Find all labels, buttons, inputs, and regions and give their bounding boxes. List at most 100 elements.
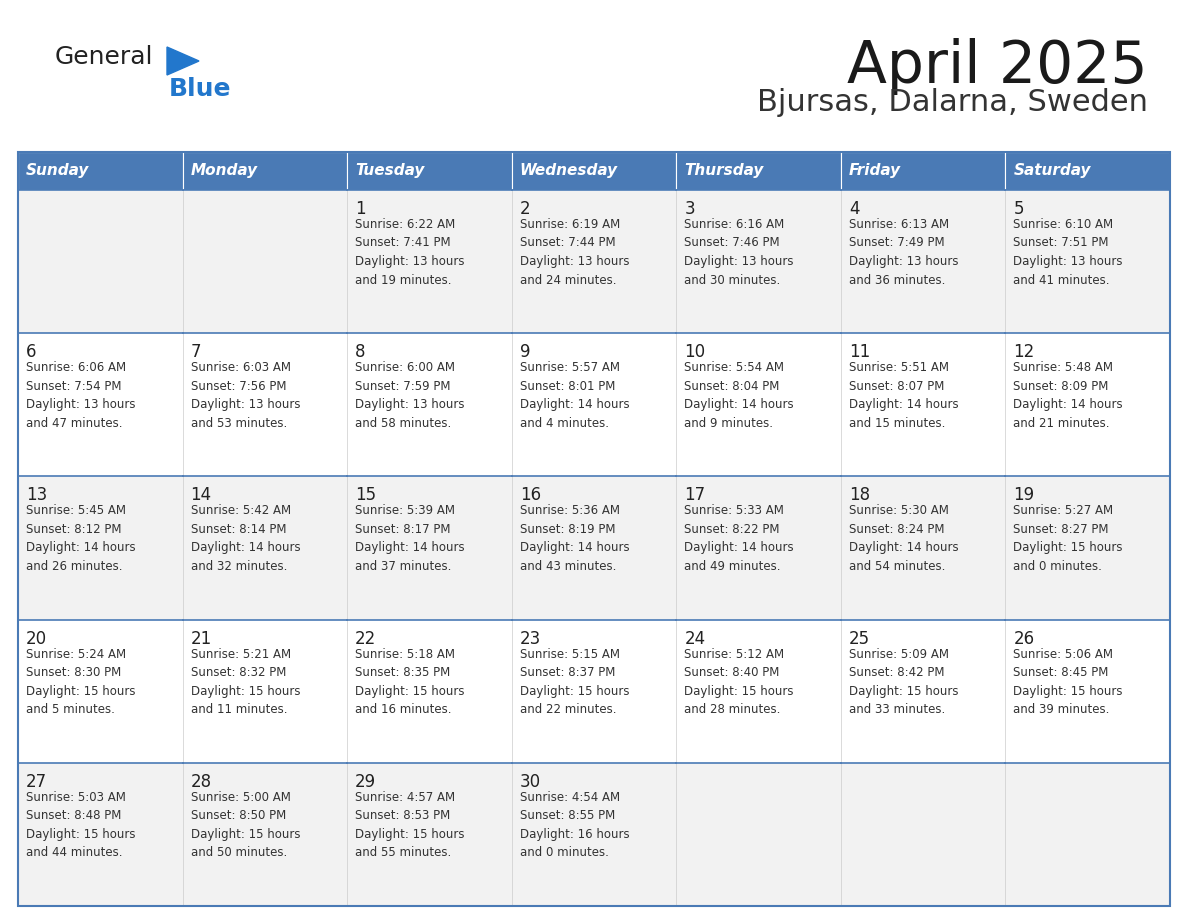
- Text: Sunrise: 6:22 AM
Sunset: 7:41 PM
Daylight: 13 hours
and 19 minutes.: Sunrise: 6:22 AM Sunset: 7:41 PM Dayligh…: [355, 218, 465, 286]
- Text: 29: 29: [355, 773, 377, 790]
- Text: 20: 20: [26, 630, 48, 647]
- Text: 2: 2: [519, 200, 530, 218]
- Bar: [676, 152, 841, 190]
- Text: Sunrise: 6:10 AM
Sunset: 7:51 PM
Daylight: 13 hours
and 41 minutes.: Sunrise: 6:10 AM Sunset: 7:51 PM Dayligh…: [1013, 218, 1123, 286]
- Text: Sunday: Sunday: [26, 163, 89, 178]
- Bar: [183, 763, 347, 906]
- Text: 23: 23: [519, 630, 541, 647]
- Text: Tuesday: Tuesday: [355, 163, 424, 178]
- Text: Sunrise: 6:13 AM
Sunset: 7:49 PM
Daylight: 13 hours
and 36 minutes.: Sunrise: 6:13 AM Sunset: 7:49 PM Dayligh…: [849, 218, 959, 286]
- Text: Sunrise: 5:21 AM
Sunset: 8:32 PM
Daylight: 15 hours
and 11 minutes.: Sunrise: 5:21 AM Sunset: 8:32 PM Dayligh…: [190, 647, 301, 716]
- Text: Friday: Friday: [849, 163, 901, 178]
- Bar: [512, 333, 676, 476]
- Text: 9: 9: [519, 343, 530, 361]
- Bar: [18, 152, 1170, 906]
- Text: 27: 27: [26, 773, 48, 790]
- Text: Sunrise: 5:51 AM
Sunset: 8:07 PM
Daylight: 14 hours
and 15 minutes.: Sunrise: 5:51 AM Sunset: 8:07 PM Dayligh…: [849, 361, 959, 430]
- Bar: [183, 476, 347, 620]
- Text: 14: 14: [190, 487, 211, 504]
- Text: 8: 8: [355, 343, 366, 361]
- Bar: [841, 333, 1005, 476]
- Bar: [1005, 333, 1170, 476]
- Text: 15: 15: [355, 487, 377, 504]
- Text: Sunrise: 5:36 AM
Sunset: 8:19 PM
Daylight: 14 hours
and 43 minutes.: Sunrise: 5:36 AM Sunset: 8:19 PM Dayligh…: [519, 504, 630, 573]
- Text: Monday: Monday: [190, 163, 258, 178]
- Bar: [1005, 190, 1170, 333]
- Text: Sunrise: 5:54 AM
Sunset: 8:04 PM
Daylight: 14 hours
and 9 minutes.: Sunrise: 5:54 AM Sunset: 8:04 PM Dayligh…: [684, 361, 794, 430]
- Text: Sunrise: 5:39 AM
Sunset: 8:17 PM
Daylight: 14 hours
and 37 minutes.: Sunrise: 5:39 AM Sunset: 8:17 PM Dayligh…: [355, 504, 465, 573]
- Text: Sunrise: 6:19 AM
Sunset: 7:44 PM
Daylight: 13 hours
and 24 minutes.: Sunrise: 6:19 AM Sunset: 7:44 PM Dayligh…: [519, 218, 630, 286]
- Text: Wednesday: Wednesday: [519, 163, 618, 178]
- Text: 7: 7: [190, 343, 201, 361]
- Text: Sunrise: 5:06 AM
Sunset: 8:45 PM
Daylight: 15 hours
and 39 minutes.: Sunrise: 5:06 AM Sunset: 8:45 PM Dayligh…: [1013, 647, 1123, 716]
- Text: Sunrise: 5:18 AM
Sunset: 8:35 PM
Daylight: 15 hours
and 16 minutes.: Sunrise: 5:18 AM Sunset: 8:35 PM Dayligh…: [355, 647, 465, 716]
- Text: Sunrise: 6:03 AM
Sunset: 7:56 PM
Daylight: 13 hours
and 53 minutes.: Sunrise: 6:03 AM Sunset: 7:56 PM Dayligh…: [190, 361, 301, 430]
- Text: Sunrise: 6:00 AM
Sunset: 7:59 PM
Daylight: 13 hours
and 58 minutes.: Sunrise: 6:00 AM Sunset: 7:59 PM Dayligh…: [355, 361, 465, 430]
- Bar: [1005, 620, 1170, 763]
- Text: 22: 22: [355, 630, 377, 647]
- Bar: [18, 476, 183, 620]
- Bar: [676, 763, 841, 906]
- Text: 17: 17: [684, 487, 706, 504]
- Bar: [841, 620, 1005, 763]
- Text: Sunrise: 5:30 AM
Sunset: 8:24 PM
Daylight: 14 hours
and 54 minutes.: Sunrise: 5:30 AM Sunset: 8:24 PM Dayligh…: [849, 504, 959, 573]
- Bar: [841, 190, 1005, 333]
- Bar: [841, 763, 1005, 906]
- Text: Sunrise: 6:06 AM
Sunset: 7:54 PM
Daylight: 13 hours
and 47 minutes.: Sunrise: 6:06 AM Sunset: 7:54 PM Dayligh…: [26, 361, 135, 430]
- Text: 5: 5: [1013, 200, 1024, 218]
- Text: 4: 4: [849, 200, 859, 218]
- Polygon shape: [168, 47, 200, 75]
- Bar: [1005, 152, 1170, 190]
- Bar: [841, 476, 1005, 620]
- Bar: [18, 190, 183, 333]
- Text: Sunrise: 5:00 AM
Sunset: 8:50 PM
Daylight: 15 hours
and 50 minutes.: Sunrise: 5:00 AM Sunset: 8:50 PM Dayligh…: [190, 790, 301, 859]
- Text: 10: 10: [684, 343, 706, 361]
- Text: Sunrise: 5:57 AM
Sunset: 8:01 PM
Daylight: 14 hours
and 4 minutes.: Sunrise: 5:57 AM Sunset: 8:01 PM Dayligh…: [519, 361, 630, 430]
- Text: Sunrise: 5:27 AM
Sunset: 8:27 PM
Daylight: 15 hours
and 0 minutes.: Sunrise: 5:27 AM Sunset: 8:27 PM Dayligh…: [1013, 504, 1123, 573]
- Bar: [347, 476, 512, 620]
- Text: Blue: Blue: [169, 77, 232, 101]
- Text: Bjursas, Dalarna, Sweden: Bjursas, Dalarna, Sweden: [757, 88, 1148, 117]
- Bar: [183, 620, 347, 763]
- Bar: [347, 763, 512, 906]
- Text: 6: 6: [26, 343, 37, 361]
- Text: 16: 16: [519, 487, 541, 504]
- Bar: [18, 763, 183, 906]
- Bar: [18, 333, 183, 476]
- Text: 3: 3: [684, 200, 695, 218]
- Bar: [183, 152, 347, 190]
- Bar: [512, 763, 676, 906]
- Bar: [347, 190, 512, 333]
- Text: Sunrise: 5:48 AM
Sunset: 8:09 PM
Daylight: 14 hours
and 21 minutes.: Sunrise: 5:48 AM Sunset: 8:09 PM Dayligh…: [1013, 361, 1123, 430]
- Text: Saturday: Saturday: [1013, 163, 1091, 178]
- Text: 1: 1: [355, 200, 366, 218]
- Bar: [841, 152, 1005, 190]
- Bar: [347, 333, 512, 476]
- Text: Sunrise: 5:42 AM
Sunset: 8:14 PM
Daylight: 14 hours
and 32 minutes.: Sunrise: 5:42 AM Sunset: 8:14 PM Dayligh…: [190, 504, 301, 573]
- Text: General: General: [55, 45, 153, 69]
- Bar: [347, 620, 512, 763]
- Text: Thursday: Thursday: [684, 163, 764, 178]
- Text: 24: 24: [684, 630, 706, 647]
- Bar: [183, 333, 347, 476]
- Text: Sunrise: 6:16 AM
Sunset: 7:46 PM
Daylight: 13 hours
and 30 minutes.: Sunrise: 6:16 AM Sunset: 7:46 PM Dayligh…: [684, 218, 794, 286]
- Bar: [1005, 476, 1170, 620]
- Text: 25: 25: [849, 630, 870, 647]
- Text: Sunrise: 5:03 AM
Sunset: 8:48 PM
Daylight: 15 hours
and 44 minutes.: Sunrise: 5:03 AM Sunset: 8:48 PM Dayligh…: [26, 790, 135, 859]
- Text: 13: 13: [26, 487, 48, 504]
- Bar: [347, 152, 512, 190]
- Bar: [1005, 763, 1170, 906]
- Text: Sunrise: 5:09 AM
Sunset: 8:42 PM
Daylight: 15 hours
and 33 minutes.: Sunrise: 5:09 AM Sunset: 8:42 PM Dayligh…: [849, 647, 959, 716]
- Bar: [512, 190, 676, 333]
- Bar: [512, 476, 676, 620]
- Text: Sunrise: 5:45 AM
Sunset: 8:12 PM
Daylight: 14 hours
and 26 minutes.: Sunrise: 5:45 AM Sunset: 8:12 PM Dayligh…: [26, 504, 135, 573]
- Bar: [18, 620, 183, 763]
- Bar: [512, 152, 676, 190]
- Text: 26: 26: [1013, 630, 1035, 647]
- Bar: [676, 620, 841, 763]
- Bar: [676, 190, 841, 333]
- Text: April 2025: April 2025: [847, 38, 1148, 95]
- Text: Sunrise: 5:33 AM
Sunset: 8:22 PM
Daylight: 14 hours
and 49 minutes.: Sunrise: 5:33 AM Sunset: 8:22 PM Dayligh…: [684, 504, 794, 573]
- Text: 19: 19: [1013, 487, 1035, 504]
- Bar: [512, 620, 676, 763]
